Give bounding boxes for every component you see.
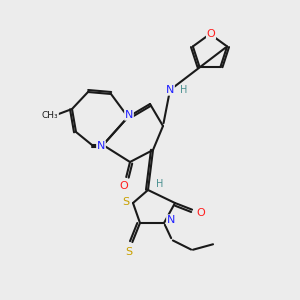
Text: H: H [156,179,164,189]
Text: O: O [120,181,128,191]
Text: N: N [167,215,175,225]
Text: O: O [207,29,215,39]
Text: N: N [97,141,105,151]
Text: N: N [166,85,174,95]
Text: S: S [122,197,130,207]
Text: CH₃: CH₃ [42,112,58,121]
Text: S: S [125,247,133,257]
Text: N: N [125,110,133,120]
Text: H: H [180,85,188,95]
Text: O: O [196,208,206,218]
